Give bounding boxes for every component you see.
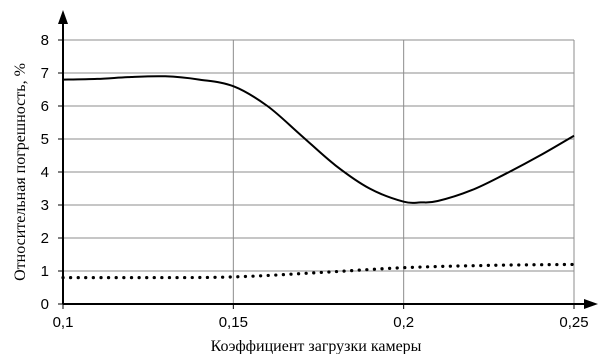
- x-tick-label: 0,15: [219, 314, 248, 331]
- series-group: [61, 75, 576, 280]
- axes: [58, 10, 598, 309]
- x-axis-arrow: [584, 299, 598, 309]
- x-tick-label: 0,2: [393, 314, 414, 331]
- y-tick-label: 2: [41, 230, 49, 247]
- y-tick-label: 8: [41, 32, 49, 49]
- series-line-dotted: [61, 262, 576, 280]
- y-tick-label: 7: [41, 65, 49, 82]
- y-axis-label: Относительная погрешность, %: [12, 63, 29, 281]
- y-tick-label: 5: [41, 131, 49, 148]
- series-line-solid: [62, 75, 575, 204]
- y-tick-labels: 0 1 2 3 4 5 6 7 8: [41, 32, 63, 313]
- x-axis-label: Коэффициент загрузки камеры: [211, 338, 422, 354]
- x-tick-labels: 0,1 0,15 0,2 0,25: [53, 304, 589, 331]
- y-tick-label: 4: [41, 164, 49, 181]
- x-tick-label: 0,25: [559, 314, 588, 331]
- grid: [63, 39, 575, 304]
- x-tick-label: 0,1: [53, 314, 74, 331]
- y-tick-label: 3: [41, 197, 49, 214]
- y-tick-label: 1: [41, 263, 49, 280]
- y-tick-label: 6: [41, 98, 49, 115]
- y-axis-arrow: [58, 10, 68, 24]
- y-tick-label: 0: [41, 296, 49, 313]
